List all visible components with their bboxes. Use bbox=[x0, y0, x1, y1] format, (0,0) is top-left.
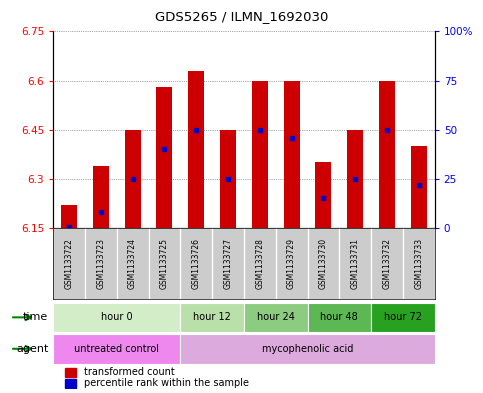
Bar bbox=[188, 71, 204, 228]
Text: hour 72: hour 72 bbox=[384, 312, 422, 322]
Bar bbox=[347, 130, 363, 228]
Bar bbox=[220, 130, 236, 228]
Bar bbox=[308, 303, 371, 332]
Bar bbox=[180, 334, 435, 364]
Text: GSM1133733: GSM1133733 bbox=[414, 238, 423, 289]
Bar bbox=[125, 130, 141, 228]
Bar bbox=[53, 303, 180, 332]
Bar bbox=[53, 334, 180, 364]
Text: time: time bbox=[23, 312, 48, 322]
Bar bbox=[65, 368, 76, 377]
Bar bbox=[252, 81, 268, 228]
Text: GSM1133732: GSM1133732 bbox=[383, 238, 392, 289]
Text: hour 12: hour 12 bbox=[193, 312, 231, 322]
Text: GSM1133724: GSM1133724 bbox=[128, 238, 137, 289]
Text: hour 0: hour 0 bbox=[101, 312, 132, 322]
Text: GSM1133729: GSM1133729 bbox=[287, 238, 296, 289]
Bar bbox=[93, 166, 109, 228]
Text: GSM1133726: GSM1133726 bbox=[192, 238, 201, 289]
Text: GSM1133725: GSM1133725 bbox=[160, 238, 169, 289]
Text: agent: agent bbox=[16, 344, 48, 354]
Text: GSM1133731: GSM1133731 bbox=[351, 238, 360, 289]
Bar bbox=[371, 303, 435, 332]
Text: hour 24: hour 24 bbox=[257, 312, 295, 322]
Bar bbox=[379, 81, 395, 228]
Text: GSM1133722: GSM1133722 bbox=[65, 238, 73, 289]
Text: transformed count: transformed count bbox=[84, 367, 174, 377]
Bar bbox=[180, 303, 244, 332]
Bar bbox=[65, 379, 76, 388]
Text: GSM1133723: GSM1133723 bbox=[96, 238, 105, 289]
Bar bbox=[284, 81, 299, 228]
Text: GSM1133728: GSM1133728 bbox=[256, 238, 264, 289]
Text: hour 48: hour 48 bbox=[320, 312, 358, 322]
Text: GSM1133727: GSM1133727 bbox=[224, 238, 232, 289]
Bar bbox=[315, 162, 331, 228]
Text: GDS5265 / ILMN_1692030: GDS5265 / ILMN_1692030 bbox=[155, 10, 328, 23]
Text: mycophenolic acid: mycophenolic acid bbox=[262, 344, 353, 354]
Bar bbox=[61, 205, 77, 228]
Bar bbox=[411, 146, 427, 228]
Text: percentile rank within the sample: percentile rank within the sample bbox=[84, 378, 249, 388]
Bar bbox=[244, 303, 308, 332]
Text: GSM1133730: GSM1133730 bbox=[319, 238, 328, 289]
Text: untreated control: untreated control bbox=[74, 344, 159, 354]
Bar bbox=[156, 87, 172, 228]
